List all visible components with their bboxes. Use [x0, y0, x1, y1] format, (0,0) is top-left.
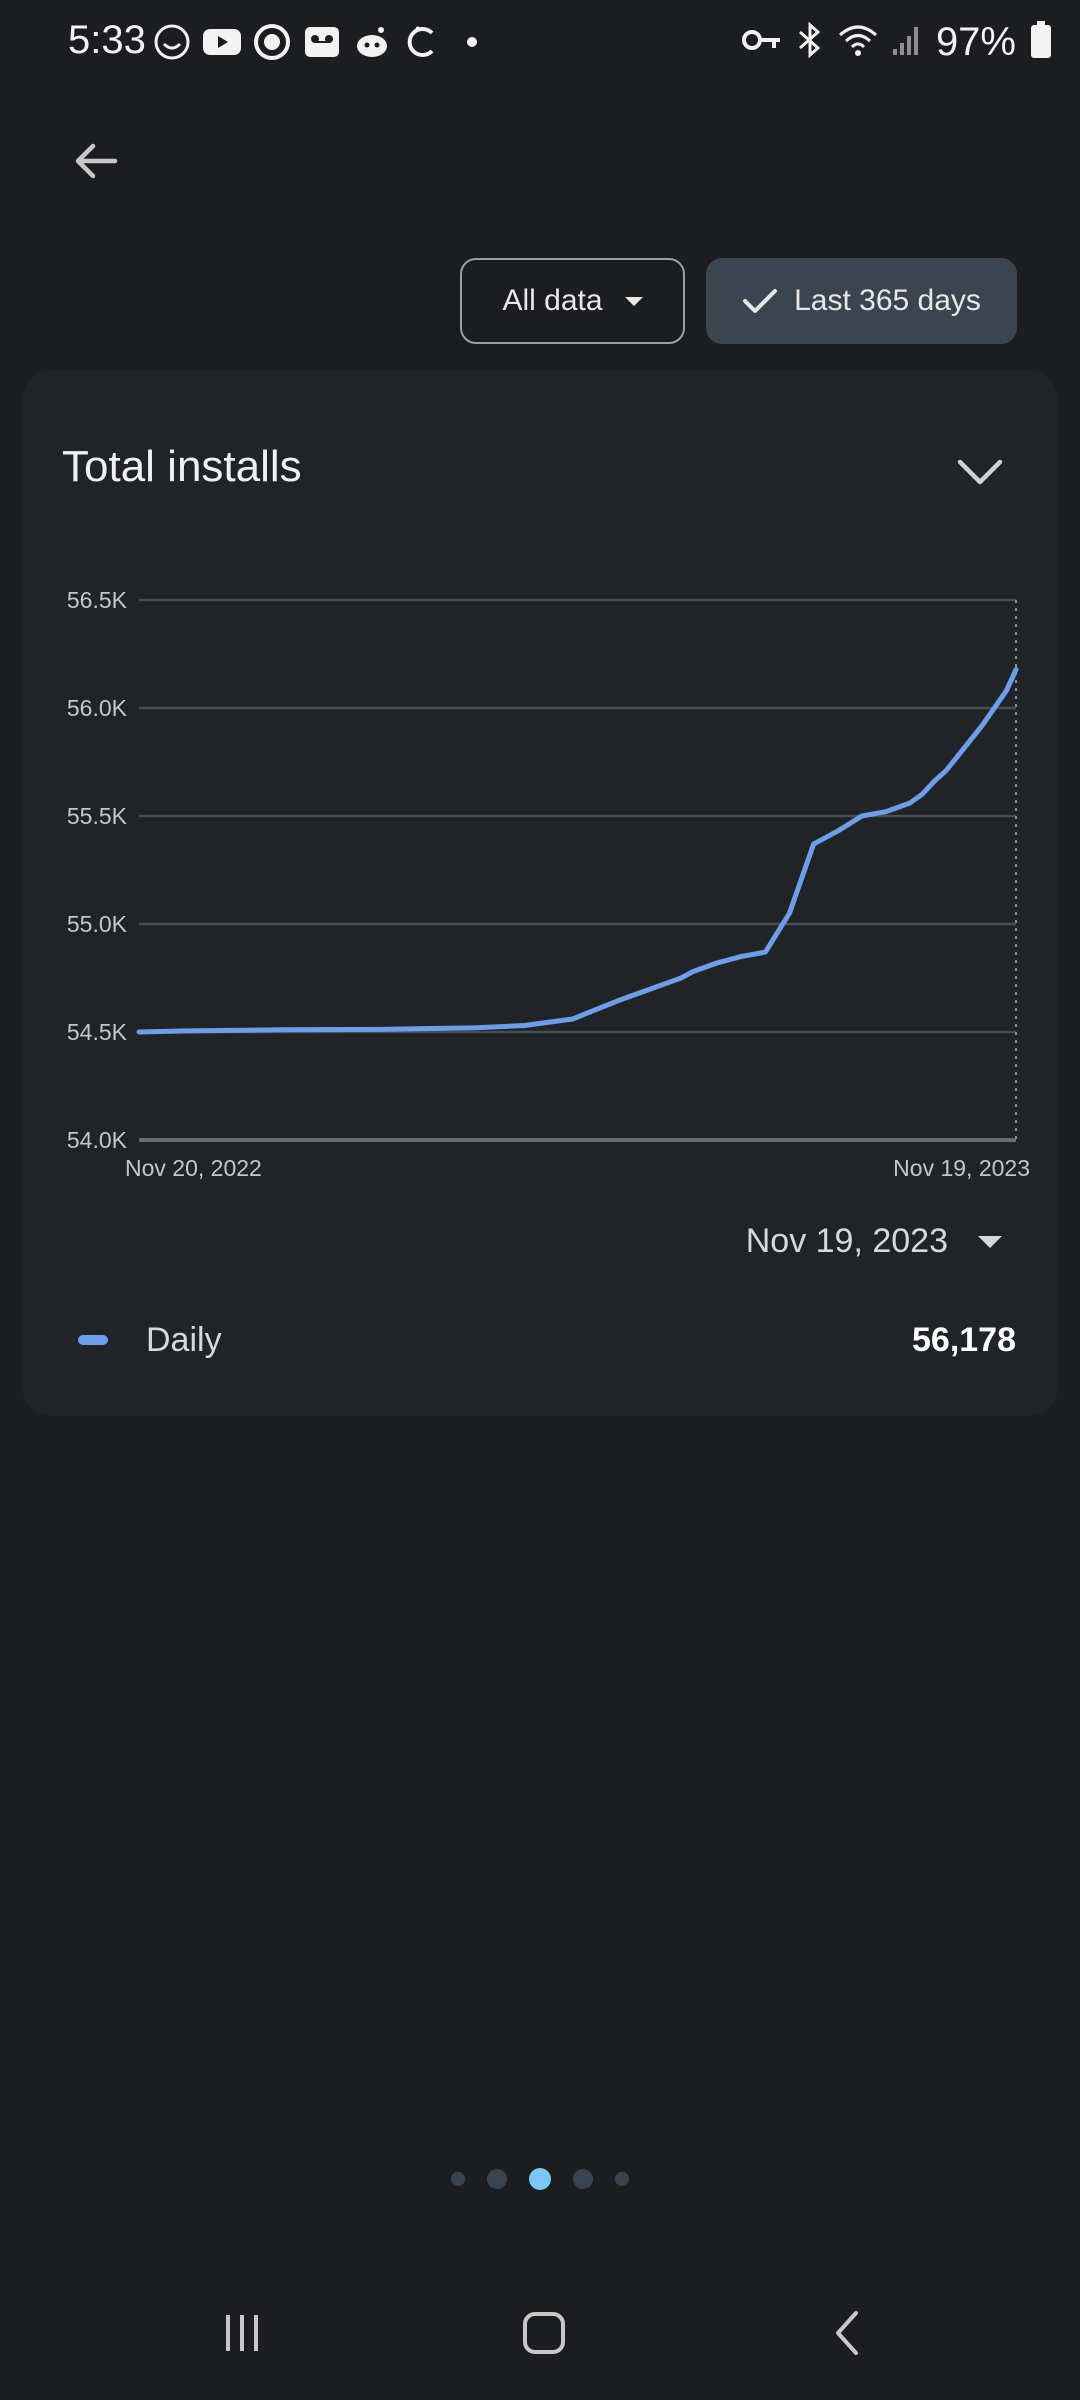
- nav-back-button[interactable]: [803, 2290, 893, 2376]
- selected-date-label: Nov 19, 2023: [745, 1222, 948, 1260]
- page-indicator: [0, 2168, 1080, 2190]
- card-title: Total installs: [62, 442, 302, 491]
- vpn-key-icon: [741, 25, 782, 60]
- voicemail-icon: [302, 22, 342, 62]
- caret-down-icon: [624, 296, 643, 306]
- caret-down-icon: [978, 1235, 1002, 1248]
- bluetooth-icon: [796, 21, 824, 63]
- recents-button[interactable]: [197, 2290, 287, 2376]
- app-notification-icon: [152, 22, 192, 62]
- y-tick-label: 54.5K: [67, 1019, 128, 1045]
- page-dot: [487, 2169, 507, 2189]
- wifi-icon: [838, 23, 878, 62]
- battery-percent: 97%: [935, 20, 1016, 64]
- legend-label: Daily: [146, 1320, 222, 1359]
- check-icon: [743, 289, 778, 313]
- chevron-down-icon: [957, 459, 1003, 485]
- installs-line-chart[interactable]: 54.0K 54.5K 55.0K 55.5K 56.0K 56.5K Nov 20, 20…: [22, 370, 1058, 1190]
- y-tick-label: 56.5K: [67, 587, 128, 613]
- legend-swatch: [78, 1335, 108, 1345]
- more-notifications-dot-icon: [452, 22, 492, 62]
- series-line-daily: [136, 667, 1019, 1035]
- y-tick-label: 56.0K: [67, 695, 128, 721]
- app-notification-icon-2: [402, 22, 442, 62]
- reddit-icon: [352, 22, 392, 62]
- signal-icon: [892, 23, 922, 62]
- chevron-left-icon: [836, 2311, 858, 2355]
- home-icon: [523, 2312, 565, 2354]
- system-icons: 97%: [741, 20, 1052, 65]
- legend-value: 56,178: [912, 1320, 1016, 1359]
- legend-row: Daily 56,178: [78, 1310, 1016, 1370]
- page-dot: [615, 2172, 629, 2186]
- status-time: 5:33: [68, 18, 146, 62]
- total-installs-card: Total installs 54.0K 54.5K 55.0K 55.5K 56.0K…: [22, 370, 1058, 1416]
- battery-icon: [1030, 21, 1052, 64]
- back-button[interactable]: [60, 126, 130, 196]
- data-scope-dropdown[interactable]: All data: [460, 258, 685, 344]
- circle-app-icon: [252, 22, 292, 62]
- arrow-back-icon: [75, 143, 118, 179]
- recents-icon: [226, 2315, 258, 2351]
- date-range-chip[interactable]: Last 365 days: [706, 258, 1017, 344]
- data-scope-label: All data: [502, 284, 603, 317]
- status-bar: 5:33: [0, 0, 1080, 90]
- date-range-label: Last 365 days: [794, 284, 981, 317]
- home-button[interactable]: [499, 2290, 589, 2376]
- notification-icons: [152, 22, 492, 62]
- x-tick-label: Nov 20, 2022: [125, 1155, 262, 1181]
- page-dot: [451, 2172, 465, 2186]
- page-dot: [529, 2168, 551, 2190]
- youtube-icon: [202, 22, 242, 62]
- expand-card-button[interactable]: [950, 442, 1010, 502]
- y-tick-label: 55.0K: [67, 911, 128, 937]
- system-nav-bar: [0, 2290, 1080, 2376]
- y-tick-label: 54.0K: [67, 1127, 128, 1153]
- x-tick-label: Nov 19, 2023: [893, 1155, 1030, 1181]
- selected-date-dropdown[interactable]: Nov 19, 2023: [746, 1222, 1002, 1261]
- y-tick-label: 55.5K: [67, 803, 128, 829]
- page-dot: [573, 2169, 593, 2189]
